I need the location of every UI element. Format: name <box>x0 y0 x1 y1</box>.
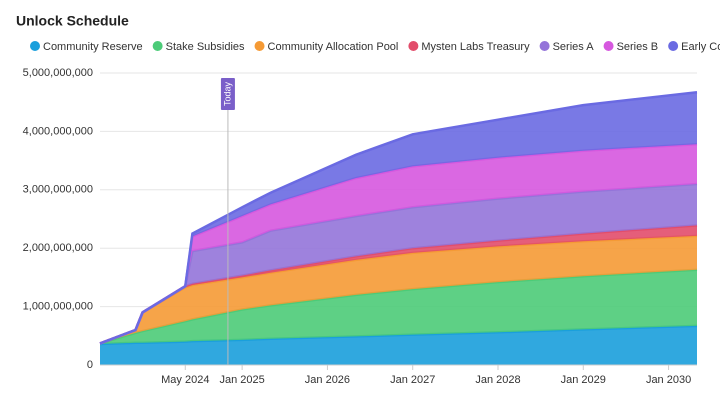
x-tick-label: Jan 2028 <box>475 374 520 386</box>
y-tick-label: 3,000,000,000 <box>23 184 93 196</box>
today-label: Today <box>222 81 232 106</box>
x-tick-label: May 2024 <box>161 374 209 386</box>
today-badge <box>220 78 235 110</box>
area <box>100 184 697 344</box>
chart-title: Unlock Schedule <box>16 13 129 29</box>
y-tick-label: 4,000,000,000 <box>23 125 93 137</box>
y-tick-label: 5,000,000,000 <box>23 67 93 79</box>
area <box>100 92 697 344</box>
legend-marker[interactable] <box>408 41 419 51</box>
legend-marker[interactable] <box>30 41 40 51</box>
legend-marker[interactable] <box>603 41 614 51</box>
legend-marker[interactable] <box>152 41 163 51</box>
y-tick-label: 2,000,000,000 <box>23 242 93 254</box>
area <box>100 144 697 344</box>
x-tick-label: Jan 2026 <box>305 374 350 386</box>
legend-label[interactable]: Community Allocation Pool <box>268 41 399 53</box>
y-tick-label: 1,000,000,000 <box>23 301 93 313</box>
legend-label[interactable]: Stake Subsidies <box>166 41 245 53</box>
legend-label[interactable]: Mysten Labs Treasury <box>421 41 530 53</box>
x-tick-label: Jan 2029 <box>561 374 606 386</box>
area <box>100 269 697 344</box>
x-tick-label: Jan 2025 <box>220 374 265 386</box>
area-line <box>99 91 698 345</box>
area <box>100 225 697 344</box>
x-tick-label: Jan 2030 <box>646 374 691 386</box>
area <box>100 325 697 365</box>
legend-label[interactable]: Early Contributors <box>681 41 720 53</box>
y-tick-label: 0 <box>87 359 93 371</box>
legend-label[interactable]: Community Reserve <box>43 41 143 53</box>
legend-label[interactable]: Series A <box>553 41 595 53</box>
legend-marker[interactable] <box>254 41 265 51</box>
legend-marker[interactable] <box>539 41 550 51</box>
area <box>100 235 697 344</box>
legend-label[interactable]: Series B <box>617 41 659 53</box>
x-tick-label: Jan 2027 <box>390 374 435 386</box>
legend-marker[interactable] <box>668 41 679 51</box>
